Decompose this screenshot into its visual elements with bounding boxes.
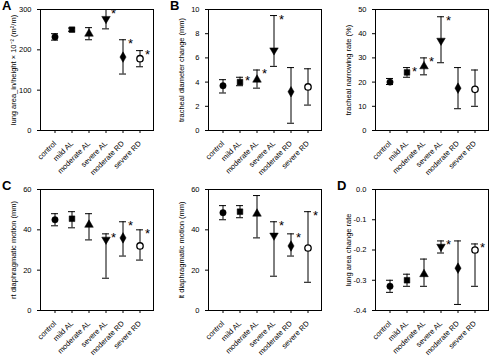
svg-text:0: 0 xyxy=(27,306,31,315)
svg-text:tracheal narrowing rate (%): tracheal narrowing rate (%) xyxy=(344,24,353,115)
svg-text:20: 20 xyxy=(23,266,31,275)
svg-text:*: * xyxy=(446,13,451,28)
svg-text:mild AL: mild AL xyxy=(51,319,76,343)
svg-text:*: * xyxy=(279,218,284,233)
svg-text:tracheal diameter change (mm): tracheal diameter change (mm) xyxy=(177,17,186,122)
svg-text:control: control xyxy=(35,139,59,162)
svg-text:severe AL: severe AL xyxy=(247,319,278,349)
svg-text:0: 0 xyxy=(195,306,199,315)
svg-text:mild AL: mild AL xyxy=(386,139,411,163)
html-text:C: C xyxy=(2,178,12,193)
svg-text:300: 300 xyxy=(19,5,32,14)
svg-text:lung area_in/height × 10⁻² (m²: lung area_in/height × 10⁻² (m²/m) xyxy=(9,14,18,125)
svg-text:20: 20 xyxy=(358,78,366,87)
svg-text:100: 100 xyxy=(19,86,32,95)
svg-text:*: * xyxy=(429,54,434,69)
svg-text:moderate RD: moderate RD xyxy=(423,139,462,177)
svg-text:severe RD: severe RD xyxy=(447,139,479,171)
svg-text:moderate AL: moderate AL xyxy=(55,139,93,176)
svg-text:moderate RD: moderate RD xyxy=(423,319,462,357)
svg-text:severe RD: severe RD xyxy=(112,139,144,171)
svg-text:10: 10 xyxy=(191,5,199,14)
svg-text:mild AL: mild AL xyxy=(219,319,244,343)
svg-text:*: * xyxy=(245,73,250,88)
svg-text:severe AL: severe AL xyxy=(414,319,445,349)
svg-text:*: * xyxy=(480,240,485,255)
svg-text:*: * xyxy=(145,47,150,62)
svg-text:moderate AL: moderate AL xyxy=(55,319,93,356)
svg-text:severe RD: severe RD xyxy=(447,319,479,351)
svg-text:0: 0 xyxy=(195,126,199,135)
svg-text:*: * xyxy=(279,12,284,27)
svg-text:*: * xyxy=(111,230,116,245)
svg-text:-0.2: -0.2 xyxy=(354,245,367,254)
svg-text:*: * xyxy=(145,226,150,241)
svg-text:4: 4 xyxy=(195,78,199,87)
svg-text:mild AL: mild AL xyxy=(219,139,244,163)
html-text:D: D xyxy=(337,178,347,193)
svg-text:rt diaphragmatic motion (mm): rt diaphragmatic motion (mm) xyxy=(9,201,18,299)
svg-text:severe RD: severe RD xyxy=(280,139,312,171)
svg-text:*: * xyxy=(412,64,417,79)
svg-text:*: * xyxy=(313,208,318,223)
svg-text:50: 50 xyxy=(358,5,366,14)
svg-text:control: control xyxy=(35,319,59,342)
svg-text:moderate RD: moderate RD xyxy=(88,139,127,177)
svg-text:0.0: 0.0 xyxy=(356,185,366,194)
svg-text:60: 60 xyxy=(23,185,31,194)
svg-text:moderate AL: moderate AL xyxy=(390,319,428,356)
svg-text:40: 40 xyxy=(358,29,366,38)
svg-text:moderate RD: moderate RD xyxy=(256,139,295,177)
svg-text:mild AL: mild AL xyxy=(51,139,76,163)
svg-text:10: 10 xyxy=(358,102,366,111)
svg-text:control: control xyxy=(370,319,394,342)
svg-text:*: * xyxy=(446,237,451,252)
svg-text:control: control xyxy=(203,139,227,162)
svg-text:severe AL: severe AL xyxy=(79,319,110,349)
svg-text:severe AL: severe AL xyxy=(247,139,278,169)
svg-text:mild AL: mild AL xyxy=(386,319,411,343)
svg-text:-0.1: -0.1 xyxy=(354,215,367,224)
svg-text:lt diaphragmatic motion (mm): lt diaphragmatic motion (mm) xyxy=(177,201,186,299)
svg-text:-0.4: -0.4 xyxy=(354,306,367,315)
svg-text:moderate RD: moderate RD xyxy=(88,319,127,357)
svg-text:control: control xyxy=(203,319,227,342)
svg-text:severe RD: severe RD xyxy=(112,319,144,351)
svg-text:*: * xyxy=(128,218,133,233)
svg-text:40: 40 xyxy=(23,225,31,234)
svg-text:200: 200 xyxy=(19,45,32,54)
svg-text:moderate AL: moderate AL xyxy=(223,139,261,176)
svg-text:60: 60 xyxy=(191,185,199,194)
svg-text:severe RD: severe RD xyxy=(280,319,312,351)
svg-text:moderate AL: moderate AL xyxy=(390,139,428,176)
svg-text:0: 0 xyxy=(362,126,366,135)
svg-text:moderate RD: moderate RD xyxy=(256,319,295,357)
svg-text:30: 30 xyxy=(358,53,366,62)
svg-text:lung area change rate: lung area change rate xyxy=(344,214,353,287)
svg-text:-0.3: -0.3 xyxy=(354,276,367,285)
svg-text:20: 20 xyxy=(191,266,199,275)
svg-text:6: 6 xyxy=(195,53,199,62)
svg-text:8: 8 xyxy=(195,29,199,38)
svg-text:control: control xyxy=(370,139,394,162)
svg-text:0: 0 xyxy=(27,126,31,135)
svg-text:moderate AL: moderate AL xyxy=(223,319,261,356)
svg-text:40: 40 xyxy=(191,225,199,234)
svg-text:*: * xyxy=(111,6,116,21)
svg-text:*: * xyxy=(296,230,301,245)
svg-text:severe AL: severe AL xyxy=(414,139,445,169)
svg-text:severe AL: severe AL xyxy=(79,139,110,169)
svg-text:*: * xyxy=(128,36,133,51)
svg-text:*: * xyxy=(262,66,267,81)
svg-text:2: 2 xyxy=(195,102,199,111)
